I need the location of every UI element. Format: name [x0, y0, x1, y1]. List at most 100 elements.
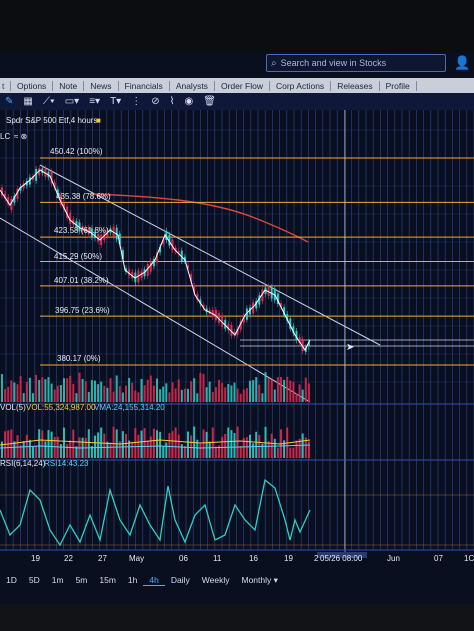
candle-body	[236, 328, 239, 335]
volume-bar	[22, 441, 25, 458]
monitor-bezel-top	[0, 0, 474, 52]
search-box[interactable]: ⌕	[266, 54, 446, 72]
volume-bar	[125, 385, 127, 402]
timeframe-monthly-dropdown[interactable]: Monthly ▾	[241, 574, 278, 585]
ruler-icon[interactable]: ⌇	[169, 96, 175, 107]
volume-bar	[156, 378, 158, 402]
tab-partial[interactable]: t	[0, 80, 11, 91]
price-chart[interactable]: ➤	[0, 110, 474, 564]
candle-body	[258, 295, 261, 305]
candle-body	[78, 222, 81, 232]
search-input[interactable]	[280, 58, 431, 68]
candle-body	[38, 168, 41, 176]
volume-bar	[13, 382, 16, 402]
trading-screen: ⌕ 👤 t Options Note News Financials Analy…	[0, 52, 474, 604]
timeframe-15m[interactable]: 15m	[99, 575, 116, 585]
volume-bar	[196, 393, 199, 402]
timeframe-4h[interactable]: 4h	[143, 575, 165, 586]
volume-bar	[143, 428, 146, 458]
candle-body	[239, 321, 242, 330]
tab-analysts[interactable]: Analysts	[170, 80, 215, 91]
volume-bar	[267, 441, 270, 458]
candle-body	[128, 269, 131, 276]
drawing-toolbar: ✎ ▦ ⟋▾ ▭▾ ≡▾ T▾ ⋮ ⊘ ⌇ ◉ 🗑	[0, 93, 474, 110]
tab-releases[interactable]: Releases	[331, 80, 380, 91]
channel-upper-line[interactable]	[39, 164, 381, 346]
candle-body	[121, 250, 124, 259]
line-tool-icon[interactable]: ⟋▾	[42, 96, 55, 107]
volume-bar	[292, 447, 295, 458]
trash-icon[interactable]: 🗑	[203, 96, 216, 107]
volume-bar	[255, 431, 258, 458]
candle-body	[233, 331, 236, 336]
volume-bar	[190, 435, 193, 458]
channel-lower-line[interactable]	[0, 217, 311, 403]
candle-body	[152, 258, 155, 267]
volume-bar	[224, 433, 227, 458]
volume-bar	[252, 443, 255, 458]
timeframe-weekly[interactable]: Weekly	[201, 575, 230, 585]
tab-order-flow[interactable]: Order Flow	[215, 80, 270, 91]
candle-body	[19, 186, 22, 191]
timeframe-5d[interactable]: 5D	[28, 575, 40, 585]
volume-bar	[298, 438, 301, 458]
text-tool-icon[interactable]: T▾	[110, 96, 122, 107]
candle-body	[35, 169, 38, 181]
grid-icon[interactable]: ▦	[23, 96, 33, 107]
tab-profile[interactable]: Profile	[380, 80, 417, 91]
user-icon[interactable]: 👤	[454, 55, 471, 70]
volume-bar	[35, 446, 38, 458]
tab-news[interactable]: News	[84, 80, 119, 91]
candle-body	[103, 233, 106, 241]
volume-bar	[177, 379, 180, 402]
volume-bar	[25, 382, 28, 402]
volume-value: VOL:55,324,987.00	[26, 403, 96, 412]
fib-label-50: 415.29 (50%)	[54, 252, 103, 261]
pattern-tool-icon[interactable]: ⋮	[131, 96, 142, 107]
volume-bar	[273, 438, 276, 458]
timeframe-5m[interactable]: 5m	[75, 575, 88, 585]
volume-bar	[183, 446, 186, 458]
tab-note[interactable]: Note	[53, 80, 85, 91]
timeframe-daily[interactable]: Daily	[170, 575, 190, 585]
candle-body	[245, 308, 248, 320]
candle-body	[47, 171, 50, 178]
symbol-label: Spdr S&P 500 Etf,4 hours	[6, 116, 98, 125]
chart-area[interactable]: ➤ Spdr S&P 500 Etf,4 hours ■ LC ≈ ⊗ 450.…	[0, 110, 474, 564]
volume-bar	[249, 380, 251, 402]
candle-body	[137, 270, 140, 283]
volume-bar	[295, 393, 298, 402]
volume-bar	[230, 430, 233, 458]
chart-settings-icon[interactable]: ≈ ⊗	[14, 132, 28, 141]
volume-bar	[236, 388, 239, 402]
candle-body	[75, 221, 78, 228]
volume-bar	[128, 378, 131, 402]
candle-body	[280, 303, 282, 307]
candle-body	[214, 310, 217, 320]
volume-bar	[227, 383, 230, 402]
volume-bar	[289, 380, 292, 402]
timeframe-1m[interactable]: 1m	[51, 575, 64, 585]
tab-options[interactable]: Options	[11, 80, 54, 91]
rsi-value: RSI14:43.23	[44, 459, 89, 468]
volume-bar	[19, 445, 22, 458]
volume-bar	[16, 384, 19, 402]
tab-financials[interactable]: Financials	[119, 80, 170, 91]
volume-bar	[47, 430, 50, 458]
pencil-icon[interactable]: ✎	[5, 96, 14, 107]
tab-corp-actions[interactable]: Corp Actions	[270, 80, 332, 91]
candle-body	[165, 230, 168, 241]
volume-bar	[140, 378, 143, 402]
menu-tool-icon[interactable]: ≡▾	[89, 96, 101, 107]
volume-bar	[69, 375, 72, 402]
volume-bar	[171, 431, 174, 458]
volume-indicator-label: VOL(5)	[0, 403, 26, 412]
volume-bar	[41, 430, 44, 458]
timeframe-1d[interactable]: 1D	[6, 575, 17, 585]
volume-bar	[208, 381, 211, 402]
rectangle-tool-icon[interactable]: ▭▾	[64, 96, 80, 107]
eye-icon[interactable]: ◉	[184, 96, 194, 107]
measure-tool-icon[interactable]: ⊘	[151, 96, 160, 107]
candle-body	[131, 271, 134, 279]
timeframe-1h[interactable]: 1h	[127, 575, 138, 585]
